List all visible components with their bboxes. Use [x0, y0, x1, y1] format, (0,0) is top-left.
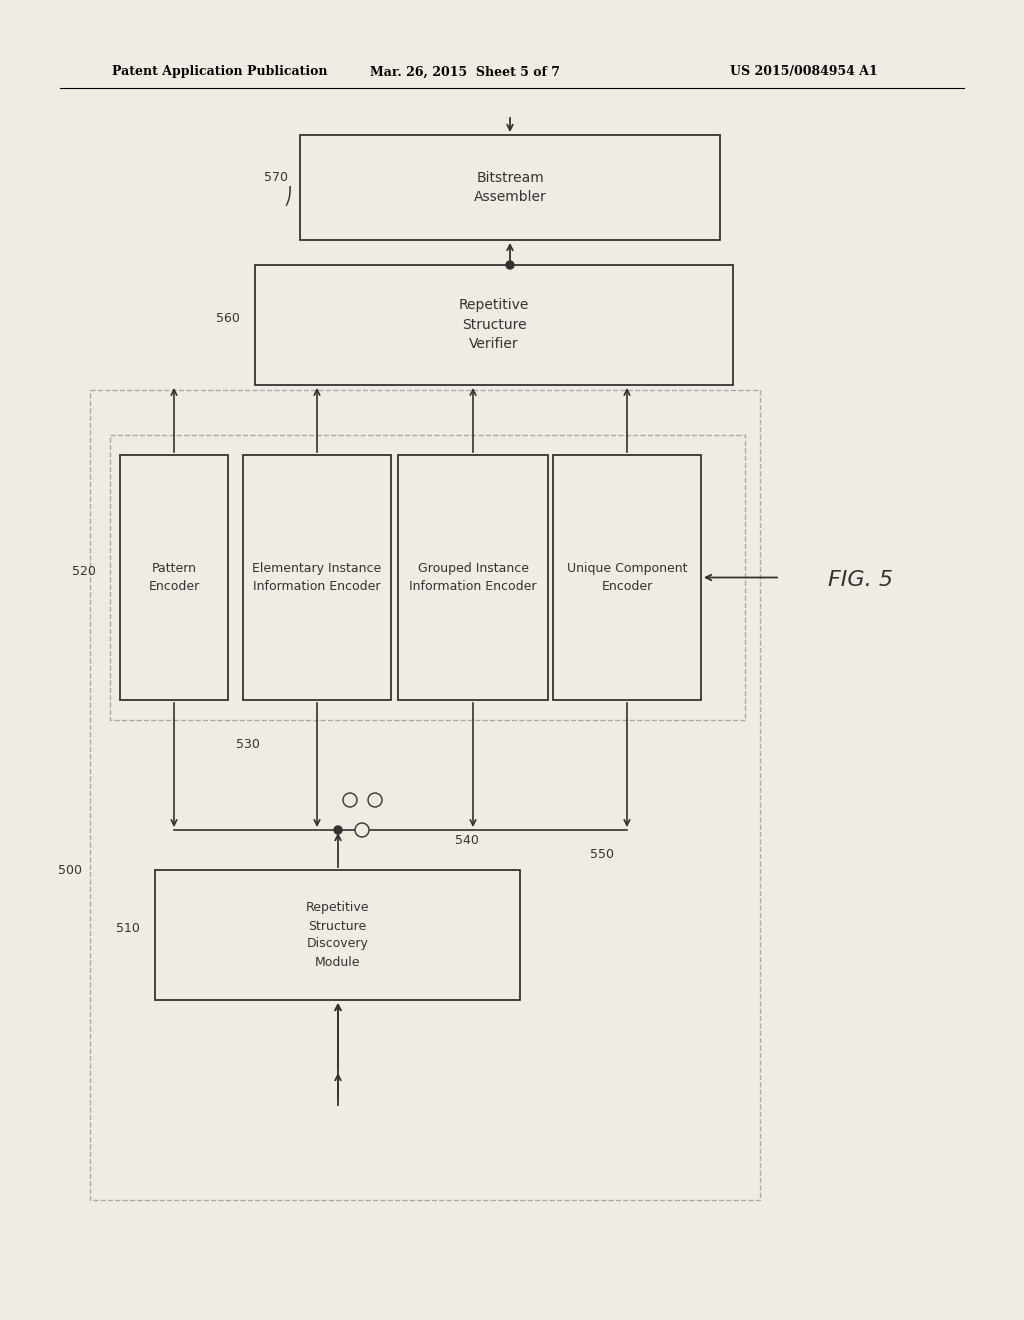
Text: Bitstream
Assembler: Bitstream Assembler: [474, 170, 547, 205]
Bar: [398, 455, 548, 700]
Text: 550: 550: [590, 849, 614, 862]
Text: 560: 560: [216, 313, 240, 326]
Text: Mar. 26, 2015  Sheet 5 of 7: Mar. 26, 2015 Sheet 5 of 7: [370, 66, 560, 78]
Bar: [255, 265, 733, 385]
Text: 510: 510: [116, 923, 140, 936]
Bar: [243, 455, 391, 700]
Text: Elementary Instance
Information Encoder: Elementary Instance Information Encoder: [252, 562, 382, 593]
Text: 530: 530: [237, 738, 260, 751]
Text: 520: 520: [72, 565, 96, 578]
Text: Grouped Instance
Information Encoder: Grouped Instance Information Encoder: [410, 562, 537, 593]
Circle shape: [368, 793, 382, 807]
Text: 540: 540: [455, 833, 479, 846]
Text: 500: 500: [58, 863, 82, 876]
Text: Unique Component
Encoder: Unique Component Encoder: [566, 562, 687, 593]
Text: ⎠: ⎠: [284, 185, 292, 206]
Bar: [90, 389, 760, 1200]
Bar: [120, 455, 228, 700]
Bar: [110, 436, 745, 719]
Circle shape: [343, 793, 357, 807]
Text: 570: 570: [264, 172, 288, 183]
Bar: [553, 455, 701, 700]
Text: US 2015/0084954 A1: US 2015/0084954 A1: [730, 66, 878, 78]
Text: Repetitive
Structure
Discovery
Module: Repetitive Structure Discovery Module: [306, 902, 370, 969]
Bar: [155, 870, 520, 1001]
Text: Repetitive
Structure
Verifier: Repetitive Structure Verifier: [459, 298, 529, 351]
Circle shape: [334, 826, 342, 834]
Circle shape: [355, 822, 369, 837]
Text: Patent Application Publication: Patent Application Publication: [112, 66, 328, 78]
Circle shape: [506, 261, 514, 269]
Text: Pattern
Encoder: Pattern Encoder: [148, 562, 200, 593]
Text: FIG. 5: FIG. 5: [827, 570, 893, 590]
Bar: [300, 135, 720, 240]
